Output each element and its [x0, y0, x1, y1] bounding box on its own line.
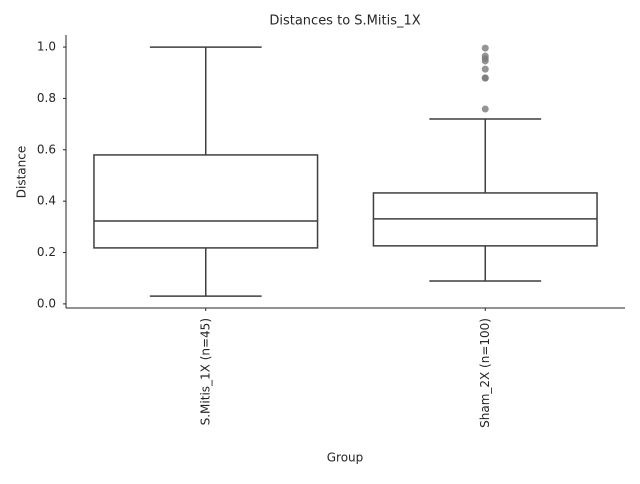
- box: [93, 154, 319, 249]
- y-tick-label: 0.4: [37, 194, 56, 208]
- outlier: [481, 105, 489, 113]
- y-tick-label: 0.6: [37, 142, 56, 156]
- outlier: [481, 74, 489, 82]
- y-tick-label: 0.8: [37, 91, 56, 105]
- chart-title: Distances to S.Mitis_1X: [269, 14, 420, 29]
- outlier: [481, 65, 489, 73]
- y-tick-label: 0.2: [37, 245, 56, 259]
- x-tick-label: Sham_2X (n=100): [478, 318, 492, 428]
- y-tick-label: 0.0: [37, 296, 56, 310]
- y-tick-label: 1.0: [37, 40, 56, 54]
- outlier: [481, 44, 489, 52]
- x-axis-label: Group: [327, 451, 364, 465]
- y-axis-label: Distance: [15, 146, 29, 198]
- x-tick-label: S.Mitis_1X (n=45): [198, 318, 212, 425]
- outlier: [481, 52, 489, 60]
